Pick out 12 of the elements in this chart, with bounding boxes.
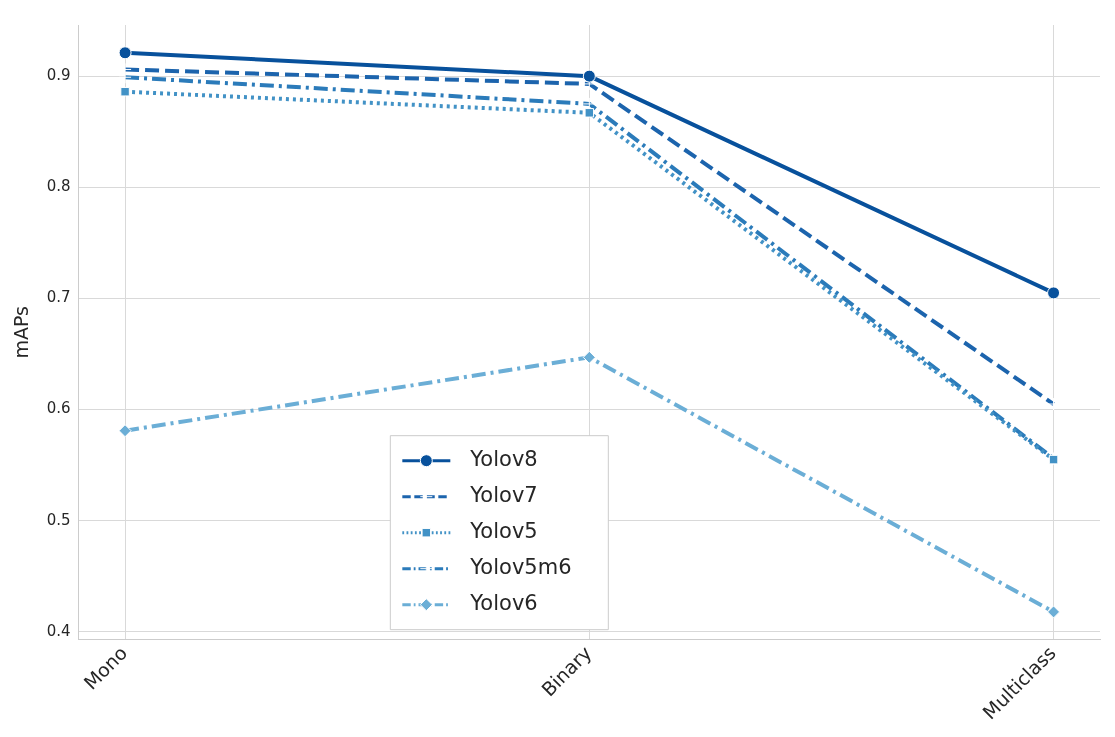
y-tick-label: 0.9: [46, 66, 71, 85]
legend-label: Yolov6: [469, 591, 538, 616]
legend-label: Yolov8: [469, 447, 538, 472]
legend-label: Yolov5m6: [469, 555, 572, 580]
y-tick-label: 0.5: [46, 510, 71, 529]
legend-label: Yolov5: [469, 519, 538, 544]
y-tick-label: 0.8: [46, 177, 71, 196]
y-axis-title: mAPs: [10, 306, 33, 359]
y-tick-label: 0.7: [46, 288, 71, 307]
y-tick-label: 0.6: [46, 399, 71, 418]
legend-label: Yolov7: [469, 483, 538, 508]
y-tick-label: 0.4: [46, 621, 71, 640]
